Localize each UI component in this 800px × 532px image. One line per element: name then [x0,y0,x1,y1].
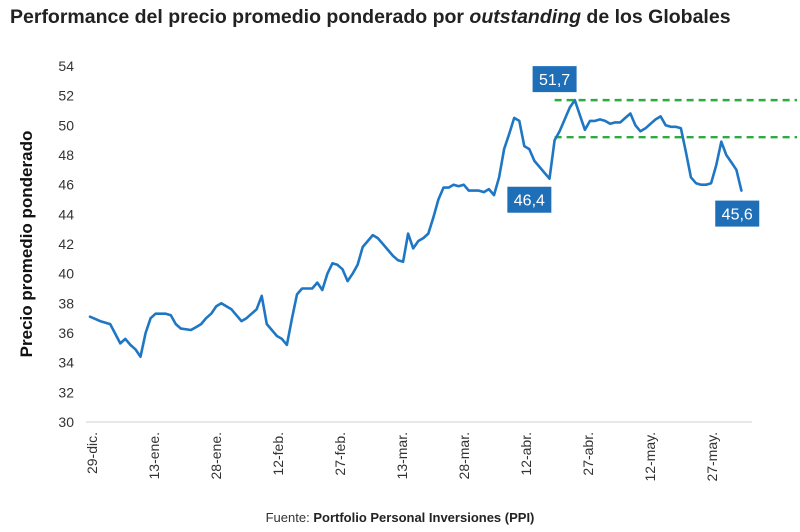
y-tick-label: 40 [58,266,74,282]
reference-lines [554,98,797,139]
x-tick-label: 29-dic. [84,432,100,474]
x-tick-label: 13-mar. [394,432,410,479]
x-tick-label: 27-abr. [580,432,596,476]
callout-box [507,186,552,213]
x-tick-label: 28-mar. [456,432,472,479]
x-tick-label: 27-may. [704,432,720,482]
value-callout: 46,4 [507,186,552,213]
y-tick-label: 54 [58,58,74,74]
title-text-italic: outstanding [469,6,581,28]
x-tick-label: 27-feb. [332,432,348,476]
x-tick-label: 28-ene. [208,432,224,479]
y-tick-label: 48 [58,147,74,163]
y-tick-label: 30 [58,414,74,430]
x-tick-label: 12-may. [642,432,658,482]
y-tick-label: 34 [58,355,74,371]
y-tick-label: 32 [58,384,74,400]
y-tick-label: 46 [58,177,74,193]
callout-box [532,66,577,93]
chart-title: Performance del precio promedio ponderad… [10,6,731,29]
source-label: Fuente: [265,510,310,525]
x-tick-label: 12-feb. [270,432,286,476]
y-tick-label: 50 [58,117,74,133]
title-text-start: Performance del precio promedio ponderad… [10,6,470,28]
y-tick-label: 52 [58,88,74,104]
y-axis: 30 32 34 36 38 40 42 44 46 48 50 52 54 [58,58,74,430]
y-tick-label: 44 [58,206,74,222]
series-line [88,98,743,358]
value-callout: 51,7 [532,66,577,93]
callout-label: 51,7 [539,72,570,89]
title-text-end: de los Globales [581,6,731,28]
x-axis: 29-dic. 13-ene. 28-ene. 12-feb. 27-feb. 13-ma… [84,432,720,482]
x-tick-label: 12-abr. [518,432,534,476]
source-value: Portfolio Personal Inversiones (PPI) [313,510,535,525]
callout-label: 45,6 [722,207,753,224]
y-tick-label: 38 [58,295,74,311]
y-tick-label: 42 [58,236,74,252]
callout-label: 46,4 [514,193,545,210]
callouts: 51,7 46,4 45,6 [507,66,760,227]
y-tick-label: 36 [58,325,74,341]
callout-box [715,200,760,227]
x-tick-label: 13-ene. [146,432,162,479]
y-axis-label: Precio promedio ponderado [17,131,36,358]
source-note: Fuente: Portfolio Personal Inversiones (… [0,510,800,525]
value-callout: 45,6 [715,200,760,227]
